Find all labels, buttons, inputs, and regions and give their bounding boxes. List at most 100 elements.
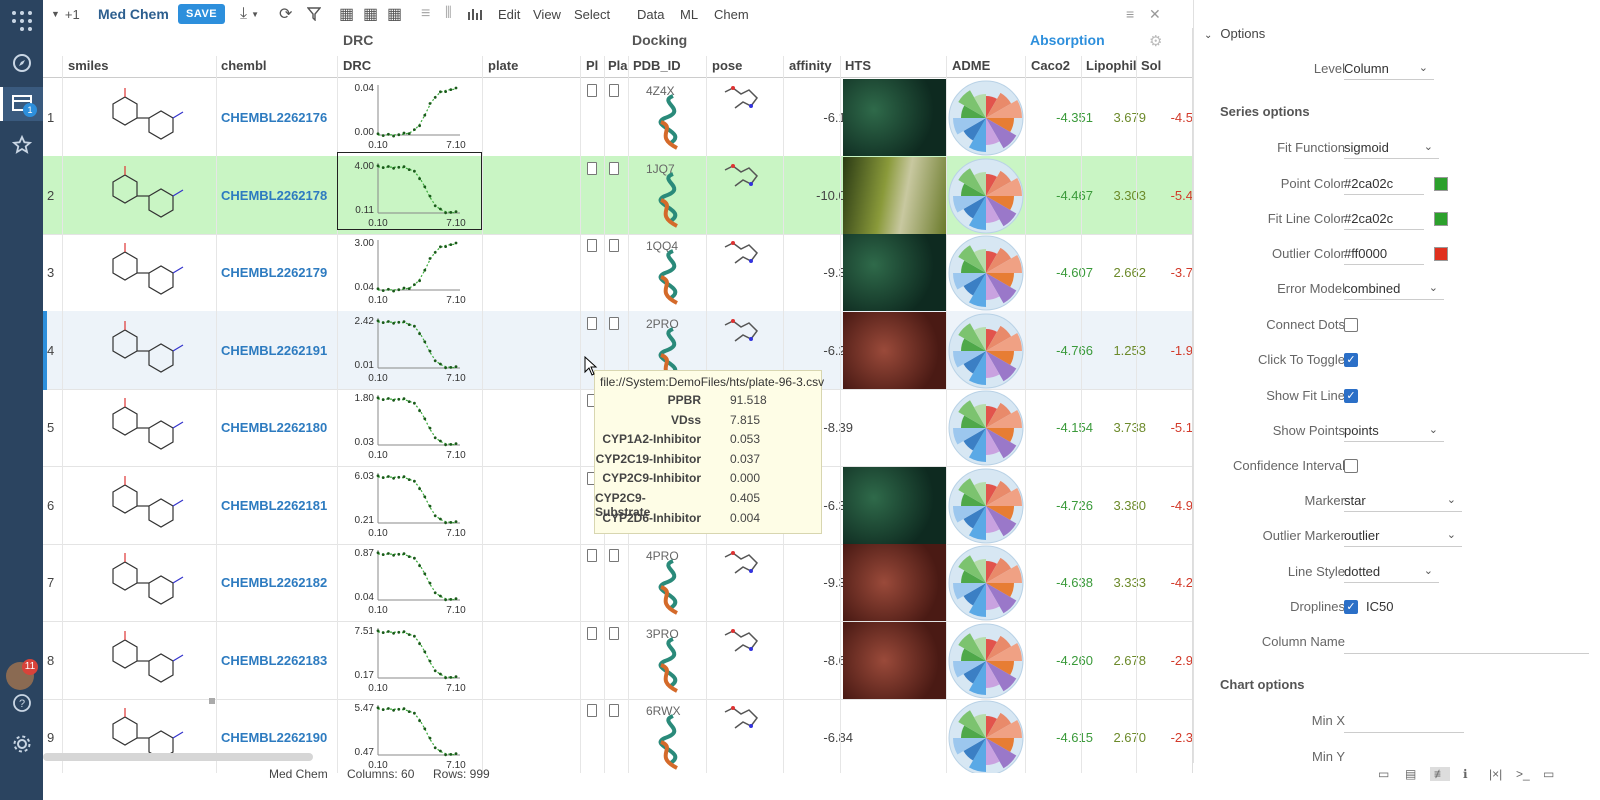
outlier-color-swatch[interactable] xyxy=(1434,247,1448,261)
adme-radar-chart[interactable] xyxy=(947,157,1025,235)
table-row[interactable]: 9 CHEMBL2262190 5.47 0.47 0.10 7.10 6RWX… xyxy=(43,698,1192,773)
close-icon[interactable]: ✕ xyxy=(1149,5,1161,22)
chembl-id-link[interactable]: CHEMBL2262183 xyxy=(221,652,328,668)
confidence-interval-checkbox[interactable] xyxy=(1344,459,1358,473)
file-icon[interactable] xyxy=(587,161,597,175)
file-icon[interactable] xyxy=(609,161,619,175)
row-number[interactable]: 5 xyxy=(47,420,55,435)
table-row[interactable]: 5 CHEMBL2262180 1.80 0.03 0.10 7.10 -8.3… xyxy=(43,388,1192,467)
row-number[interactable]: 1 xyxy=(47,110,55,125)
file-icon[interactable] xyxy=(587,84,597,97)
table-row[interactable]: 6 CHEMBL2262181 6.03 0.21 0.10 7.10 -6.3… xyxy=(43,466,1192,545)
table-row[interactable]: 8 CHEMBL2262183 7.51 0.17 0.10 7.10 3PRO… xyxy=(43,621,1192,700)
fit-function-select[interactable]: sigmoid ⌄ xyxy=(1344,137,1439,159)
droplines-ic50-checkbox[interactable]: ✓ xyxy=(1344,600,1358,614)
col-pose[interactable]: pose xyxy=(712,58,743,73)
col-adme[interactable]: ADME xyxy=(952,58,991,73)
chembl-id-link[interactable]: CHEMBL2262178 xyxy=(221,187,328,203)
options-header[interactable]: ⌄ Options xyxy=(1204,26,1265,41)
file-icon[interactable] xyxy=(587,549,597,562)
menu-data[interactable]: Data xyxy=(637,6,665,22)
chembl-id-link[interactable]: CHEMBL2262176 xyxy=(221,110,328,125)
file-icon[interactable] xyxy=(587,626,597,640)
outlier-color-input[interactable]: #ff0000 xyxy=(1344,243,1424,265)
menu-edit[interactable]: Edit xyxy=(498,6,521,22)
compass-icon[interactable] xyxy=(7,48,36,77)
drc-curve-chart[interactable]: 3.00 0.04 0.10 7.10 xyxy=(338,234,482,310)
form-view-icon[interactable]: ▤ xyxy=(1405,767,1417,781)
menu-ml[interactable]: ML xyxy=(680,6,699,22)
adme-radar-chart[interactable] xyxy=(947,79,1025,157)
drc-curve-chart[interactable]: 2.42 0.01 0.10 7.10 xyxy=(338,312,482,388)
hts-image[interactable] xyxy=(843,311,946,389)
row-number[interactable]: 6 xyxy=(47,497,55,513)
chembl-id-link[interactable]: CHEMBL2262182 xyxy=(221,575,328,590)
project-title[interactable]: Med Chem xyxy=(98,6,169,22)
row-number[interactable]: 8 xyxy=(47,652,55,668)
tables-icon[interactable]: 1 xyxy=(0,87,43,121)
file-icon[interactable] xyxy=(609,84,619,97)
col-hts[interactable]: HTS xyxy=(845,58,871,73)
row-number[interactable]: 2 xyxy=(47,187,55,203)
col-plate[interactable]: plate xyxy=(488,58,519,73)
fit-line-color-input[interactable]: #2ca02c xyxy=(1344,208,1424,230)
col-pdb-id[interactable]: PDB_ID xyxy=(633,58,681,73)
col-sol[interactable]: Sol xyxy=(1141,58,1162,73)
grid-add-icon[interactable]: ▦ xyxy=(387,6,403,23)
datagrok-logo-icon[interactable] xyxy=(7,6,36,35)
settings-gear-icon[interactable] xyxy=(7,729,36,758)
col-drc[interactable]: DRC xyxy=(343,58,372,73)
table-row[interactable]: 2 CHEMBL2262178 4.00 0.11 0.10 7.10 1JQ7… xyxy=(43,155,1192,235)
download-icon[interactable]: ⤓ ▼ xyxy=(240,5,259,22)
info-icon[interactable]: ℹ xyxy=(1463,767,1468,781)
row-number[interactable]: 3 xyxy=(47,265,55,280)
table-view-icon[interactable]: ▭ xyxy=(1378,767,1390,781)
hts-image[interactable] xyxy=(843,621,946,699)
level-select[interactable]: Column ⌄ xyxy=(1344,58,1434,80)
adme-radar-chart[interactable] xyxy=(947,544,1025,622)
console-icon[interactable]: >_ xyxy=(1516,767,1530,781)
col-pl[interactable]: Pl xyxy=(586,58,599,73)
menu-select[interactable]: Select xyxy=(574,6,611,22)
drc-curve-chart[interactable]: 6.03 0.21 0.10 7.10 xyxy=(338,467,482,543)
error-model-select[interactable]: combined ⌄ xyxy=(1344,278,1444,300)
hts-image[interactable] xyxy=(843,156,946,234)
horizontal-scrollbar[interactable] xyxy=(43,753,313,761)
favorites-star-icon[interactable] xyxy=(7,130,36,159)
col-pla[interactable]: Pla xyxy=(608,58,628,73)
col-lipophil[interactable]: Lipophil xyxy=(1086,58,1137,73)
file-icon[interactable] xyxy=(609,704,619,717)
status-table-name[interactable]: Med Chem xyxy=(269,767,328,781)
point-color-input[interactable]: #2ca02c xyxy=(1344,173,1424,195)
menu-chem[interactable]: Chem xyxy=(714,6,749,22)
status-columns[interactable]: Columns: 60 xyxy=(347,767,415,781)
drc-curve-chart[interactable]: 0.87 0.04 0.10 7.10 xyxy=(338,544,482,620)
save-button[interactable]: SAVE xyxy=(178,4,226,24)
columns-icon[interactable]: ⫴ xyxy=(445,5,452,22)
hts-image[interactable] xyxy=(843,544,946,621)
file-icon[interactable] xyxy=(609,239,619,252)
resize-handle[interactable] xyxy=(209,698,215,704)
presentation-icon[interactable]: ▭ xyxy=(1543,767,1555,781)
drc-curve-chart[interactable]: 1.80 0.03 0.10 7.10 xyxy=(338,389,482,465)
marker-select[interactable]: star ⌄ xyxy=(1344,490,1462,512)
drc-curve-chart[interactable]: 0.04 0.00 0.10 7.10 xyxy=(338,79,482,155)
hamburger-icon[interactable]: ≡ xyxy=(1126,6,1135,22)
chembl-id-link[interactable]: CHEMBL2262179 xyxy=(221,265,328,280)
drc-curve-chart[interactable]: 4.00 0.11 0.10 7.10 xyxy=(338,157,482,233)
adme-radar-chart[interactable] xyxy=(947,699,1025,773)
row-number[interactable]: 9 xyxy=(47,730,55,745)
file-icon[interactable] xyxy=(587,704,597,717)
col-affinity[interactable]: affinity xyxy=(789,58,832,73)
adme-radar-chart[interactable] xyxy=(947,312,1025,390)
adme-radar-chart[interactable] xyxy=(947,389,1025,467)
file-icon[interactable] xyxy=(609,626,619,640)
adme-radar-chart[interactable] xyxy=(947,234,1025,312)
chembl-id-link[interactable]: CHEMBL2262181 xyxy=(221,497,328,513)
project-dropdown[interactable]: ▼ +1 xyxy=(51,4,80,24)
properties-icon[interactable]: ≢ xyxy=(1430,767,1450,781)
min-x-input[interactable] xyxy=(1344,711,1464,733)
file-icon[interactable] xyxy=(587,239,597,252)
col-caco2[interactable]: Caco2 xyxy=(1031,58,1071,73)
adme-radar-chart[interactable] xyxy=(947,467,1025,545)
